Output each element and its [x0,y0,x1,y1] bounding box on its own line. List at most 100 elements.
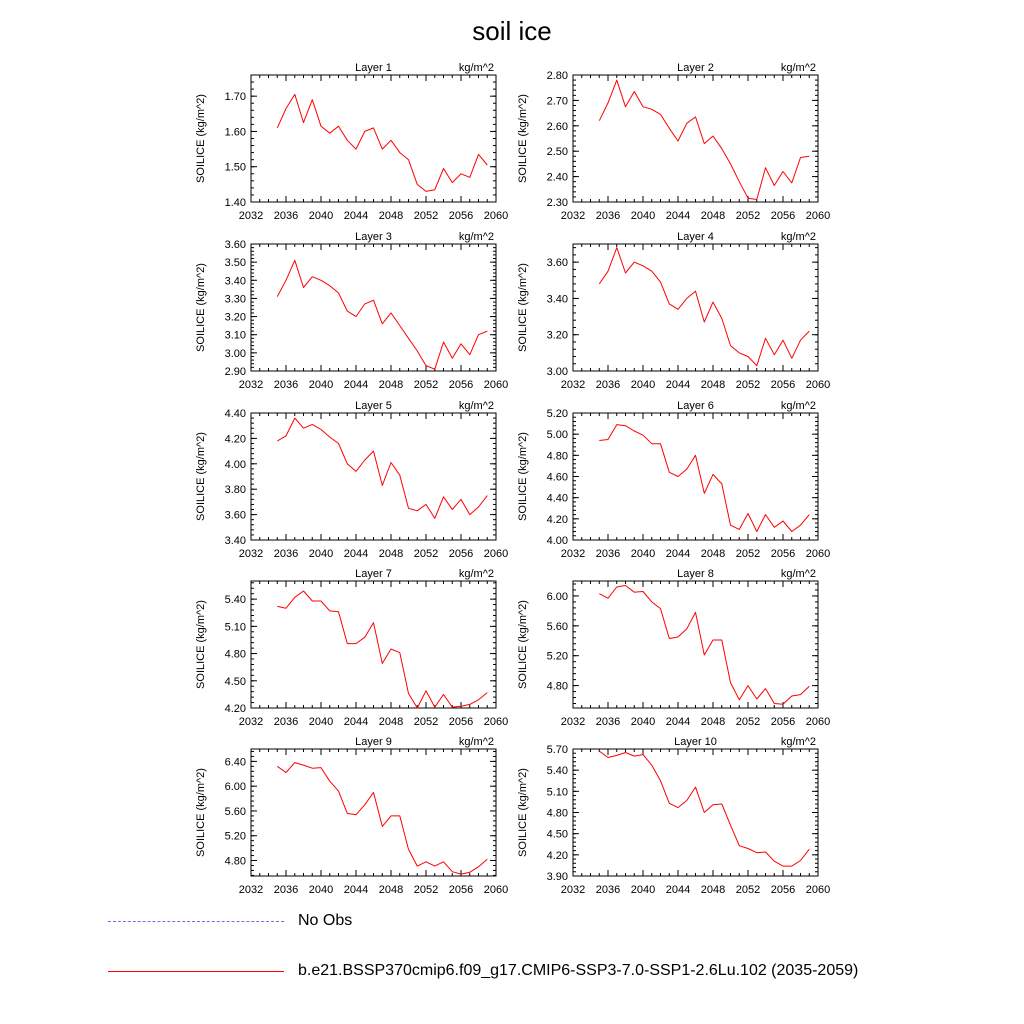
x-tick-label: 2060 [484,884,508,896]
y-tick-label: 5.10 [547,786,568,798]
y-tick-label: 2.80 [547,70,568,82]
x-tick-label: 2048 [379,548,403,560]
x-tick-label: 2044 [666,716,690,728]
x-tick-label: 2060 [484,379,508,391]
y-tick-label: 5.20 [225,831,246,843]
x-tick-label: 2036 [596,548,620,560]
plot-frame [250,580,497,709]
y-tick-label: 4.20 [547,514,568,526]
series-line [277,417,488,519]
x-tick-label: 2048 [701,716,725,728]
y-tick-label: 3.80 [225,484,246,496]
legend-swatch-solid [108,971,284,972]
x-tick-label: 2040 [631,379,655,391]
y-tick-label: 3.30 [225,293,246,305]
series-line [598,79,810,200]
y-tick-label: 6.00 [225,781,246,793]
y-tick-label: 4.80 [547,681,568,693]
x-tick-label: 2060 [806,548,830,560]
x-tick-label: 2040 [309,548,333,560]
y-tick-label: 3.40 [547,293,568,305]
panel-units: kg/m^2 [781,62,816,74]
x-tick-label: 2032 [561,716,585,728]
x-tick-label: 2060 [484,548,508,560]
y-axis-label: SOILICE (kg/m^2) [517,768,529,857]
legend-label: b.e21.BSSP370cmip6.f09_g17.CMIP6-SSP3-7.… [298,962,859,979]
x-tick-label: 2056 [771,379,795,391]
plot-frame [572,74,819,203]
panel-title: Layer 3 [355,231,392,243]
x-tick-label: 2040 [309,210,333,222]
panel-title: Layer 1 [355,62,392,74]
x-tick-label: 2056 [449,210,473,222]
y-tick-label: 4.40 [225,408,246,420]
y-tick-label: 3.00 [225,348,246,360]
plot-frame [250,243,497,372]
y-tick-label: 3.00 [547,366,568,378]
panel-units: kg/m^2 [459,400,494,412]
x-tick-label: 2056 [449,548,473,560]
y-tick-label: 2.50 [547,146,568,158]
chart-title: soil ice [472,16,552,46]
x-tick-label: 2056 [449,884,473,896]
panel-layer-10: 2032 2036 2040 2044 2048 2052 2056 2060 3.90 4.20… [517,736,830,896]
x-tick-label: 2048 [379,716,403,728]
x-tick-label: 2040 [631,210,655,222]
y-tick-label: 4.00 [547,535,568,547]
panel-title: Layer 8 [677,568,714,580]
x-tick-label: 2048 [701,548,725,560]
x-tick-label: 2032 [561,210,585,222]
x-tick-label: 2040 [309,716,333,728]
y-tick-label: 3.40 [225,535,246,547]
y-tick-label: 3.60 [225,239,246,251]
series-line [276,259,488,370]
x-tick-label: 2032 [561,548,585,560]
x-tick-label: 2044 [344,210,368,222]
plot-frame [572,412,819,541]
x-tick-label: 2040 [631,884,655,896]
panel-units: kg/m^2 [781,568,816,580]
series-line [598,247,810,367]
x-tick-label: 2036 [274,548,298,560]
y-tick-label: 2.60 [547,121,568,133]
panel-layer-8: 2032 2036 2040 2044 2048 2052 2056 2060 4.80 5.20… [517,568,830,728]
panel-units: kg/m^2 [459,62,494,74]
x-tick-label: 2036 [274,884,298,896]
panel-title: Layer 7 [355,568,392,580]
x-tick-label: 2052 [414,548,438,560]
panel-layer-9: 2032 2036 2040 2044 2048 2052 2056 2060 4.80 5.20… [195,736,508,896]
x-tick-label: 2056 [771,716,795,728]
x-tick-label: 2048 [701,210,725,222]
y-axis-label: SOILICE (kg/m^2) [517,432,529,521]
x-tick-label: 2060 [806,379,830,391]
x-tick-label: 2044 [344,548,368,560]
x-tick-label: 2036 [274,210,298,222]
x-tick-label: 2044 [344,379,368,391]
x-tick-label: 2048 [701,884,725,896]
x-tick-label: 2060 [806,884,830,896]
y-tick-label: 6.40 [225,756,246,768]
x-tick-label: 2056 [771,548,795,560]
plot-frame [572,748,819,877]
x-tick-label: 2036 [596,884,620,896]
plot-frame [572,580,819,709]
y-tick-label: 6.00 [547,591,568,603]
y-tick-label: 4.20 [547,850,568,862]
y-tick-label: 2.40 [547,172,568,184]
y-axis-label: SOILICE (kg/m^2) [195,600,207,689]
y-tick-label: 2.30 [547,197,568,209]
panel-layer-2: 2032 2036 2040 2044 2048 2052 2056 2060 2.30 2.40… [517,62,830,222]
x-tick-label: 2052 [414,716,438,728]
series-line [276,93,488,192]
y-tick-label: 1.70 [225,91,246,103]
x-tick-label: 2048 [379,210,403,222]
y-tick-label: 4.20 [225,703,246,715]
x-tick-label: 2056 [771,210,795,222]
y-tick-label: 5.10 [225,621,246,633]
x-tick-label: 2032 [239,210,263,222]
x-tick-label: 2040 [631,548,655,560]
x-tick-label: 2060 [806,716,830,728]
y-tick-label: 5.60 [547,621,568,633]
y-tick-label: 5.40 [547,765,568,777]
panel-units: kg/m^2 [459,231,494,243]
